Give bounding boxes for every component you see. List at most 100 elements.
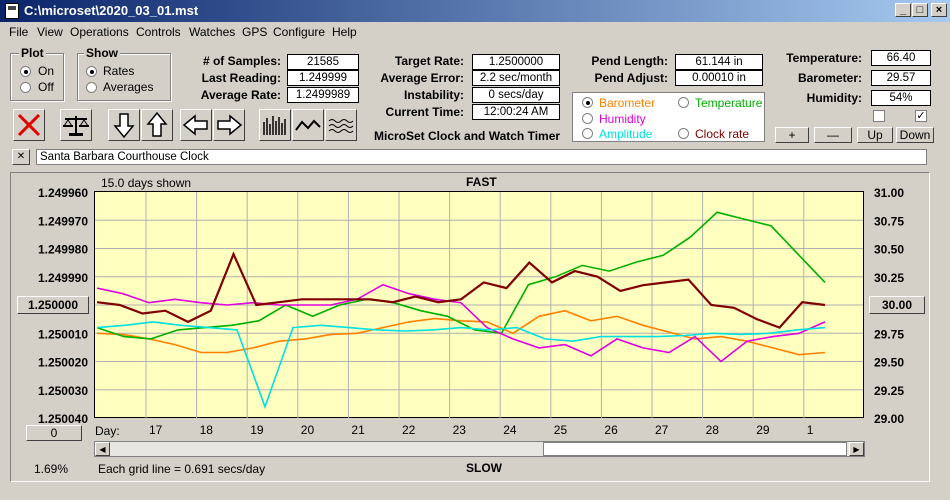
barometer-label: Barometer: [797, 71, 862, 85]
y-right-tick-label: 29.50 [874, 356, 904, 370]
increase-button[interactable]: + [775, 127, 809, 143]
show-rates-radio[interactable] [86, 66, 97, 77]
menu-configure[interactable]: Configure [273, 25, 326, 39]
series-selector [572, 92, 765, 142]
x-tick-label: 28 [706, 423, 720, 437]
menu-view[interactable]: View [37, 25, 63, 39]
plot-group-label: Plot [19, 46, 46, 60]
clock-rate-radio[interactable] [678, 128, 689, 139]
clock-note-field[interactable]: Santa Barbara Courthouse Clock [36, 149, 927, 165]
average-rate-field: 1.2499989 [287, 87, 359, 103]
pend-adjust-field[interactable]: 0.00010 in [675, 70, 763, 86]
average-error-field: 2.2 sec/month [472, 70, 560, 86]
bars-view-button[interactable] [259, 109, 291, 141]
target-rate-field[interactable]: 1.2500000 [472, 54, 560, 70]
series-line-amplitude [96, 321, 826, 410]
barometer-field: 29.57 [871, 70, 931, 86]
arrow-left-icon [182, 114, 208, 136]
temperature-label: Temperature: [786, 51, 862, 65]
plot-on-label: On [38, 64, 55, 78]
samples-field: 21585 [287, 54, 359, 70]
barometer-radio-label: Barometer [599, 96, 656, 110]
red-x-icon [17, 113, 41, 137]
show-averages-radio[interactable] [86, 82, 97, 93]
menu-operations[interactable]: Operations [70, 25, 129, 39]
offset-button[interactable]: 0 [26, 425, 82, 441]
left-axis-center-button[interactable]: 1.250000 [17, 296, 89, 314]
menu-watches[interactable]: Watches [189, 25, 236, 39]
maximize-button[interactable]: □ [912, 3, 928, 17]
env-checkbox-1[interactable] [873, 110, 885, 122]
plot-on-radio[interactable] [20, 66, 31, 77]
arrow-up-icon [146, 111, 168, 137]
percent-label: 1.69% [34, 462, 69, 476]
app-icon[interactable] [5, 3, 19, 19]
window-title: C:\microset\2020_03_01.mst [24, 3, 199, 18]
scroll-up-button[interactable] [141, 109, 173, 141]
scroll-down-button[interactable] [108, 109, 140, 141]
scroll-right-button[interactable] [213, 109, 245, 141]
fast-label: FAST [466, 175, 497, 189]
grid-note-label: Each grid line = 0.691 secs/day [98, 462, 266, 476]
minimize-button[interactable]: _ [895, 3, 911, 17]
y-left-tick-label: 1.249990 [38, 271, 88, 285]
y-right-tick-label: 30.75 [874, 214, 904, 228]
current-time-field: 12:00:24 AM [472, 104, 560, 120]
menu-controls[interactable]: Controls [136, 25, 181, 39]
up-button[interactable]: Up [857, 127, 893, 143]
pend-length-field[interactable]: 61.144 in [675, 54, 763, 70]
x-tick-label: 29 [756, 423, 770, 437]
menu-gps[interactable]: GPS [242, 25, 268, 39]
last-reading-label: Last Reading: [201, 71, 281, 85]
wave-icon [328, 119, 354, 133]
close-window-button[interactable]: × [931, 3, 947, 17]
days-shown-label: 15.0 days shown [101, 176, 192, 190]
x-tick-label: 17 [149, 423, 163, 437]
x-tick-label: 19 [250, 423, 264, 437]
series-line-barometer [96, 309, 826, 356]
slow-label: SLOW [466, 461, 502, 475]
y-right-tick-label: 29.25 [874, 384, 904, 398]
scroll-left-arrow[interactable]: ◀ [95, 442, 110, 456]
temperature-radio[interactable] [678, 97, 689, 108]
show-averages-label: Averages [103, 80, 154, 94]
x-tick-label: 21 [351, 423, 365, 437]
show-group: Show [77, 46, 171, 101]
barometer-radio[interactable] [582, 97, 593, 108]
y-left-tick-label: 1.250040 [38, 412, 88, 426]
down-button[interactable]: Down [896, 127, 934, 143]
y-right-tick-label: 31.00 [874, 186, 904, 200]
menu-help[interactable]: Help [332, 25, 357, 39]
plot-off-radio[interactable] [20, 82, 31, 93]
x-tick-label: 26 [604, 423, 618, 437]
amplitude-radio[interactable] [582, 128, 593, 139]
stop-button[interactable] [13, 109, 45, 141]
humidity-field: 54% [871, 90, 931, 106]
instability-label: Instability: [403, 88, 464, 102]
scroll-right-arrow[interactable]: ▶ [849, 442, 864, 456]
balance-button[interactable] [60, 109, 92, 141]
humidity-radio[interactable] [582, 113, 593, 124]
scroll-left-button[interactable] [180, 109, 212, 141]
amplitude-radio-label: Amplitude [599, 127, 653, 141]
clock-rate-radio-label: Clock rate [695, 127, 750, 141]
x-tick-label: 24 [503, 423, 517, 437]
y-right-tick-label: 30.50 [874, 243, 904, 257]
x-tick-label: 25 [554, 423, 568, 437]
menu-file[interactable]: File [9, 25, 29, 39]
line-view-button[interactable] [292, 109, 324, 141]
chart-scrollbar[interactable]: ◀ ▶ [94, 441, 865, 457]
right-axis-center-button[interactable]: 30.00 [869, 296, 925, 314]
chart-panel [10, 172, 930, 482]
x-tick-label: 1 [807, 423, 814, 437]
env-checkbox-2[interactable]: ✓ [915, 110, 927, 122]
wave-view-button[interactable] [325, 109, 357, 141]
clear-note-button[interactable]: ✕ [12, 149, 30, 165]
app-caption: MicroSet Clock and Watch Timer [374, 129, 561, 143]
decrease-button[interactable]: — [814, 127, 852, 143]
samples-label: # of Samples: [202, 54, 281, 68]
temperature-field: 66.40 [871, 50, 931, 66]
humidity-label: Humidity: [806, 91, 862, 105]
scrollbar-thumb[interactable] [543, 442, 847, 456]
